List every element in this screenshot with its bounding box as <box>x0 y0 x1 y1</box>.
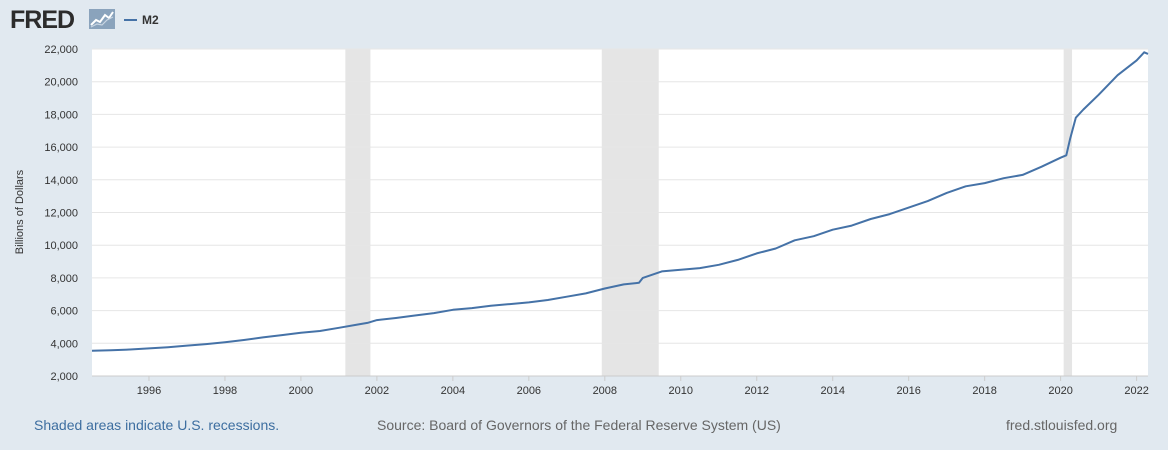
x-tick-label: 2004 <box>441 385 465 397</box>
x-tick-label: 1996 <box>137 385 161 397</box>
x-tick-label: 2006 <box>517 385 541 397</box>
x-tick-label: 2000 <box>289 385 313 397</box>
y-axis-ticks: 2,000 4,000 6,000 8,000 10,000 12,000 14,000 16… <box>44 44 78 383</box>
chart-header: FRED M2 <box>0 0 1168 40</box>
x-tick-label: 2010 <box>669 385 693 397</box>
x-tick-label: 2022 <box>1124 385 1148 397</box>
x-tick-label: 2002 <box>365 385 389 397</box>
series-layer <box>91 51 1149 352</box>
grid-lines <box>92 48 1148 344</box>
legend-swatch <box>124 19 137 21</box>
y-tick-label: 12,000 <box>44 208 78 220</box>
trend-chart-icon <box>89 9 115 29</box>
y-tick-label: 14,000 <box>44 175 78 187</box>
source-text: Source: Board of Governors of the Federa… <box>377 417 781 433</box>
x-axis-ticks: 1996 1998 2000 2002 2004 2006 2008 2010 2012 2014… <box>92 375 1149 397</box>
x-tick-label: 2020 <box>1048 385 1072 397</box>
fred-logo[interactable]: FRED <box>10 6 75 34</box>
y-tick-label: 22,000 <box>44 44 78 56</box>
x-tick-label: 2016 <box>896 385 920 397</box>
y-tick-label: 2,000 <box>50 371 78 383</box>
y-tick-label: 10,000 <box>44 240 78 252</box>
y-tick-label: 18,000 <box>44 109 78 121</box>
y-tick-label: 20,000 <box>44 77 78 89</box>
line-chart[interactable]: 2,000 4,000 6,000 8,000 10,000 12,000 14,000 16… <box>0 0 1168 410</box>
recession-note[interactable]: Shaded areas indicate U.S. recessions. <box>34 417 280 433</box>
y-axis-title: Billions of Dollars <box>14 169 26 254</box>
source-url-link[interactable]: fred.stlouisfed.org <box>1006 417 1118 433</box>
x-tick-label: 2014 <box>820 385 844 397</box>
x-tick-label: 2012 <box>745 385 769 397</box>
y-tick-label: 8,000 <box>50 273 78 285</box>
y-tick-label: 4,000 <box>50 338 78 350</box>
series-line-m2[interactable] <box>91 51 1149 352</box>
y-tick-label: 16,000 <box>44 142 78 154</box>
x-tick-label: 2018 <box>972 385 996 397</box>
x-tick-label: 2008 <box>593 385 617 397</box>
y-tick-label: 6,000 <box>50 306 78 318</box>
x-tick-label: 1998 <box>213 385 237 397</box>
legend-label-m2: M2 <box>142 13 159 27</box>
